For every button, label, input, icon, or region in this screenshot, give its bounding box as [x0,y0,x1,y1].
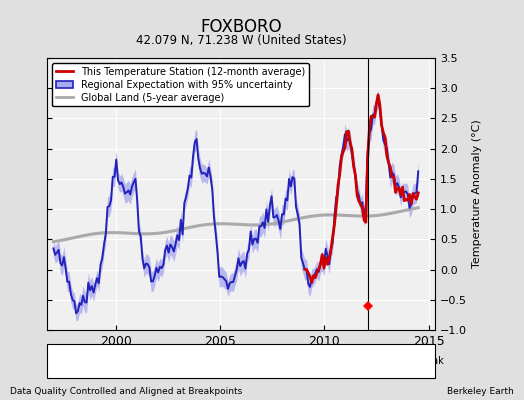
Legend: This Temperature Station (12-month average), Regional Expectation with 95% uncer: This Temperature Station (12-month avera… [52,63,309,106]
Text: Station Move: Station Move [76,356,140,366]
Text: FOXBORO: FOXBORO [200,18,282,36]
Text: 42.079 N, 71.238 W (United States): 42.079 N, 71.238 W (United States) [136,34,346,47]
Text: Data Quality Controlled and Aligned at Breakpoints: Data Quality Controlled and Aligned at B… [10,387,243,396]
Text: ▲: ▲ [156,356,163,366]
Text: ▼: ▼ [253,356,260,366]
Text: ■: ■ [349,356,358,366]
Text: ◆: ◆ [59,356,67,366]
Text: Berkeley Earth: Berkeley Earth [447,387,514,396]
Text: Record Gap: Record Gap [173,356,230,366]
Text: Empirical Break: Empirical Break [367,356,443,366]
Y-axis label: Temperature Anomaly (°C): Temperature Anomaly (°C) [472,120,482,268]
Text: Time of Obs. Change: Time of Obs. Change [270,356,372,366]
